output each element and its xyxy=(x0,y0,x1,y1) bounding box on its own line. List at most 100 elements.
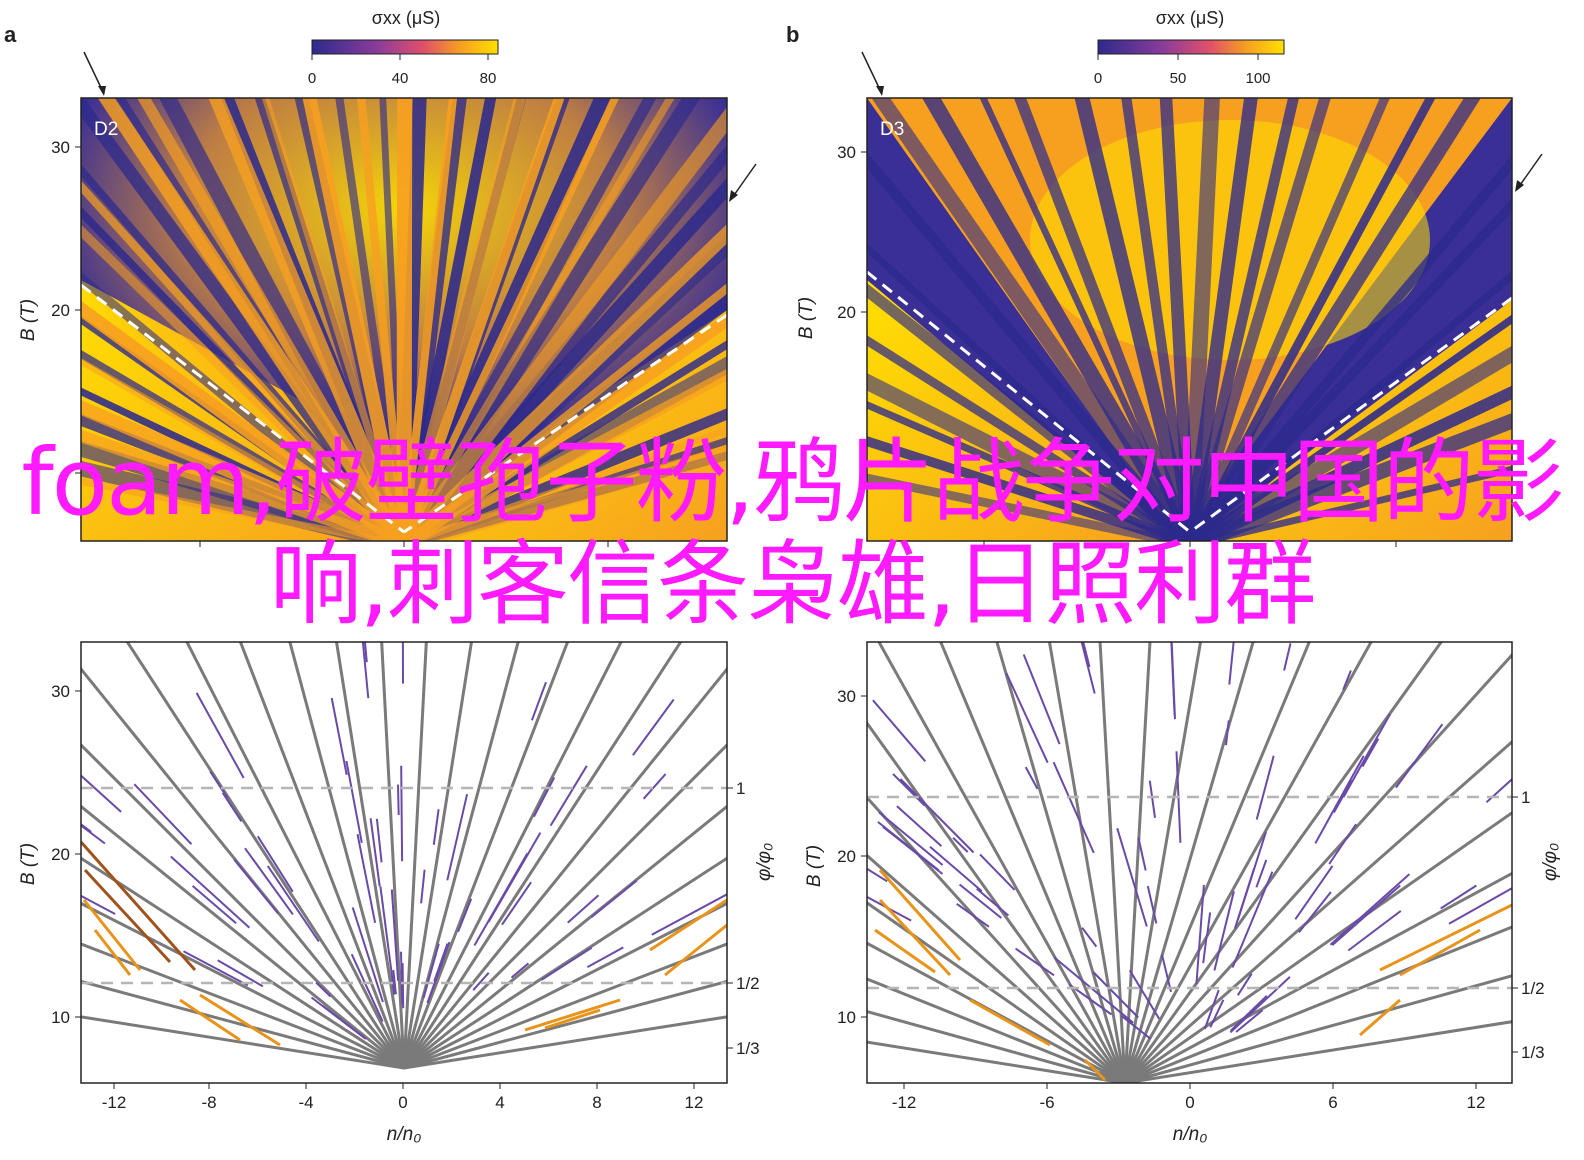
sample-tag-b: D3 xyxy=(880,119,904,140)
sim-fan-line xyxy=(403,1015,727,1070)
sim-fractal-segment xyxy=(1080,642,1096,694)
colorbar-b: σxx (μS) 0 50 100 xyxy=(1094,8,1285,87)
y-label-b: B (T) xyxy=(796,297,817,339)
sim-fractal-segment xyxy=(1092,971,1139,1019)
x-axis-b xyxy=(983,541,1397,547)
fan-ray xyxy=(81,224,407,541)
x-tick-c-0: -12 xyxy=(102,1093,127,1112)
fan-ray xyxy=(399,98,565,541)
sim-fractal-segment xyxy=(221,792,243,822)
flux-tick-d-half: 1/2 xyxy=(1521,979,1545,998)
x-axis-d: -12 -6 0 6 12 n/n₀ xyxy=(892,1083,1485,1145)
sim-fan-line xyxy=(867,1040,1126,1083)
sim-fractal-segment xyxy=(361,642,370,699)
sim-fan-line xyxy=(1124,1020,1512,1083)
sim-fan-line xyxy=(81,942,405,1070)
sim-fractal-segment xyxy=(1255,755,1275,820)
y-tick-d-20: 20 xyxy=(837,847,856,866)
fan-ray xyxy=(399,98,497,541)
sim-fractal-segment xyxy=(1328,823,1357,865)
fan-ray xyxy=(81,399,407,541)
sim-fractal-segment xyxy=(1255,859,1268,888)
fan-ray xyxy=(81,477,402,541)
sim-fractal-segment xyxy=(929,845,983,892)
sim-fractal-c xyxy=(81,642,727,1040)
flux-tick-d-1: 1 xyxy=(1521,788,1530,807)
panel-c: 30 20 10 B (T) 1 1/2 1/3 φ/φ₀ -12 -8 -4 … xyxy=(18,641,775,1145)
sim-fan-line xyxy=(1047,642,1127,1083)
y-tick-d-30: 30 xyxy=(837,687,856,706)
sim-fractal-segment xyxy=(586,946,624,968)
sim-fractal-segment xyxy=(1236,973,1253,996)
sim-fractal-segment xyxy=(1231,871,1274,968)
sim-fractal-segment xyxy=(872,699,927,762)
fan-ray xyxy=(401,408,727,541)
sim-fan-line xyxy=(402,642,623,1069)
sim-fan-line xyxy=(403,856,727,1070)
sim-fan-line xyxy=(1123,642,1311,1083)
sim-fractal-segment xyxy=(1229,976,1291,1034)
sim-fan-line xyxy=(1124,739,1512,1083)
sim-fractal-segment xyxy=(1120,1015,1152,1040)
sim-fractal-segment xyxy=(1342,713,1391,798)
fan-ray xyxy=(401,98,620,541)
fan-boundary-left-a xyxy=(81,283,405,534)
arrow-a-right xyxy=(731,163,757,199)
sim-fan-line xyxy=(81,804,405,1070)
sim-fractal-segment xyxy=(510,962,530,979)
sim-fractal-segment xyxy=(350,953,384,1022)
fan-ray xyxy=(1121,98,1195,541)
sim-fractal-segment xyxy=(1213,890,1235,971)
sim-fan-line xyxy=(1098,642,1127,1083)
fan-ray xyxy=(1184,98,1481,541)
y-tick-a-20: 20 xyxy=(51,301,70,320)
fan-ray xyxy=(867,373,1194,541)
sim-fractal-segment xyxy=(1148,780,1156,818)
sim-fan-line xyxy=(402,642,520,1069)
heatmap-a xyxy=(81,98,727,541)
sim-fractal-segment xyxy=(1361,738,1380,768)
sim-fractal-segment xyxy=(1203,989,1220,1030)
sim-fractal-segment xyxy=(400,951,404,1004)
fan-ray xyxy=(1074,98,1197,541)
sim-fan-line xyxy=(403,942,727,1070)
sim-fan-line xyxy=(81,666,406,1069)
sim-fan-line xyxy=(1124,810,1512,1083)
sim-fractal-segment xyxy=(1225,720,1230,746)
sample-tag-a: D2 xyxy=(94,119,118,140)
sim-fractal-segment xyxy=(530,681,547,721)
fan-ray xyxy=(1183,98,1258,541)
sim-fractal-segment xyxy=(345,760,363,843)
sim-fractal-segment xyxy=(651,893,727,936)
sim-fractal-segment xyxy=(209,770,229,799)
sim-fractal-segment xyxy=(567,894,600,924)
sim-fractal-segment xyxy=(81,774,122,813)
sim-fractal-segment xyxy=(457,898,473,932)
sim-fractal-segment xyxy=(472,972,490,991)
x-tick-d-2: 0 xyxy=(1185,1093,1194,1112)
colorbar-tick-a-2: 80 xyxy=(480,70,497,87)
y-label-a: B (T) xyxy=(18,299,39,341)
fan-ray xyxy=(400,312,727,541)
sim-fractal-segment xyxy=(1015,947,1055,977)
sim-fan-line xyxy=(81,742,406,1070)
sim-fan-line xyxy=(81,901,405,1070)
panel-b: b σxx (μS) 0 50 100 D3 xyxy=(786,8,1543,547)
sim-fan-line xyxy=(1123,642,1373,1083)
fan-ray xyxy=(1185,98,1300,541)
sim-fractal-segment xyxy=(432,809,440,845)
sim-fractal-segment xyxy=(217,959,264,988)
sim-fan-line xyxy=(1123,642,1152,1083)
sim-fractal-segment xyxy=(433,943,449,982)
panel-letter-b: b xyxy=(786,22,799,47)
sim-fractal-segment xyxy=(233,858,279,915)
sim-fan-line xyxy=(402,642,428,1069)
y-tick-c-30: 30 xyxy=(51,682,70,701)
sim-fractal-segment xyxy=(397,784,400,816)
fan-ray xyxy=(867,152,1194,541)
sim-fan-line xyxy=(335,642,406,1069)
sim-fractal-segment xyxy=(1202,936,1208,964)
sim-fractal-segment xyxy=(1331,884,1401,946)
fan-ray xyxy=(261,98,407,541)
sim-fan-line xyxy=(1124,925,1512,1083)
